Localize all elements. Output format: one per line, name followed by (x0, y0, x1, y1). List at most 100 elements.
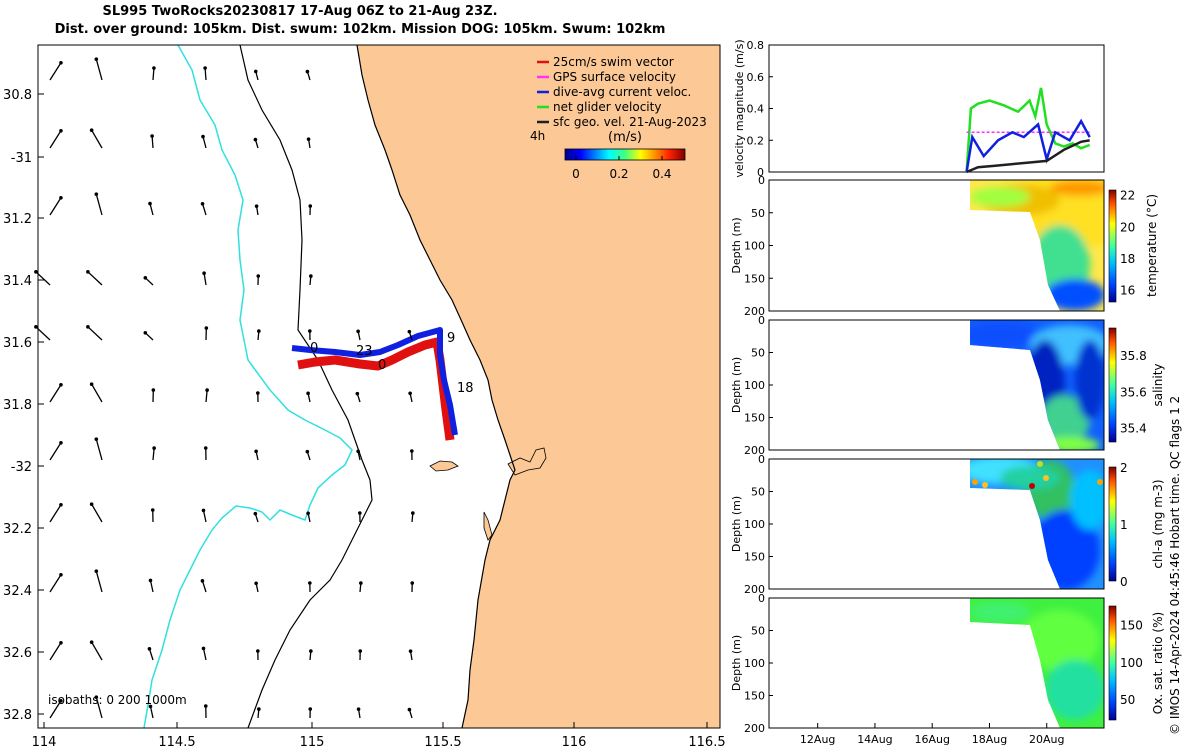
velocity-arrow-head (308, 329, 312, 333)
velocity-arrow (148, 648, 154, 661)
track-time-label: 0 (310, 341, 318, 356)
velocity-arrow-head (203, 66, 207, 70)
velocity-arrow-head (309, 274, 313, 278)
glider-track-blue (291, 327, 458, 436)
velocity-arrow-head (408, 391, 412, 396)
heatmap-patch (970, 187, 1030, 207)
velocity-arrow (203, 273, 207, 286)
depth-tick-label: 100 (744, 379, 765, 392)
velocity-arrow-head (254, 449, 258, 454)
depth-tick-label: 100 (744, 518, 765, 531)
velocity-arrow (95, 59, 103, 81)
velocity-arrow-head (59, 698, 63, 703)
velocity-arrow (151, 136, 154, 149)
lat-tick-label: 31.6 (3, 336, 32, 351)
depth-tick-label: 200 (744, 305, 765, 318)
depth-ylabel: Depth (m) (730, 496, 743, 552)
chl-hotspot (1029, 483, 1035, 489)
velocity-series-line (966, 139, 1090, 174)
rottnest-island (429, 460, 459, 472)
velocity-arrow-head (59, 60, 63, 65)
velocity-arrow-head (253, 511, 258, 516)
velocity-arrow-head (59, 502, 63, 507)
colorbar-tick-label: 50 (1120, 693, 1135, 707)
isobaths-label: isobaths: 0 200 1000m (48, 693, 187, 707)
lat-tick-label: -32 (11, 460, 32, 475)
velocity-arrow-head (356, 707, 361, 711)
colorbar-tick-label: 22 (1120, 189, 1135, 203)
velocity-arrow-head (94, 569, 99, 573)
depth-tick-label: 200 (744, 583, 765, 596)
velocity-arrow-head (256, 274, 261, 278)
colorbar-chl-a (1108, 466, 1117, 582)
velocity-arrow (49, 130, 62, 149)
heatmap-patch (1000, 466, 1060, 490)
depth-tick-label: 150 (744, 272, 765, 285)
depth-tick-label: 50 (751, 347, 765, 360)
track-time-label: 23 (356, 344, 373, 359)
isobath-1000m (143, 45, 353, 728)
depth-tick-label: 100 (744, 657, 765, 670)
colorbar-tick-label: 20 (1120, 220, 1135, 234)
lon-tick-label: 116.5 (688, 735, 725, 750)
velocity-arrow-head (148, 578, 153, 583)
velocity-arrow-head (254, 204, 259, 208)
velocity-arrow-head (410, 581, 415, 585)
velocity-arrow-head (410, 449, 414, 453)
lat-tick-label: 32.2 (3, 522, 32, 537)
heatmap-patch (1045, 279, 1104, 311)
velocity-arrow-head (309, 649, 313, 653)
lat-tick-label: 32.8 (3, 708, 32, 723)
colorbar-tick-label: 150 (1120, 619, 1143, 633)
velocity-arrow-head (305, 69, 310, 74)
lon-tick-label: 114.5 (158, 735, 195, 750)
velocity-arrow (49, 574, 62, 593)
colorbar-temperature (1108, 189, 1117, 303)
velocity-arrow-head (308, 581, 312, 585)
heatmap-patch (1075, 340, 1104, 420)
velocity-arrow-head (253, 137, 258, 142)
colorbar-tick-label: 2 (1120, 461, 1128, 475)
velocity-arrow-head (358, 649, 363, 653)
velocity-arrow-head (205, 388, 209, 392)
title-line-1: SL995 TwoRocks20230817 17-Aug 06Z to 21-… (102, 4, 498, 19)
colorbar-label: temperature (°C) (1145, 194, 1159, 297)
land-area (357, 45, 720, 728)
velocity-arrow-head (143, 331, 148, 335)
lat-tick-label: 31.4 (3, 274, 32, 289)
velocity-ytick-label: 0.2 (747, 134, 765, 147)
heatmap-patch (970, 321, 1040, 349)
legend-label: GPS surface velocity (553, 70, 676, 84)
velocity-arrow-head (152, 446, 156, 450)
velocity-arrow (91, 129, 103, 149)
velocity-arrow (49, 62, 62, 81)
lat-tick-label: -31 (11, 151, 32, 166)
velocity-arrow-head (359, 581, 363, 585)
velocity-ylabel: velocity magnitude (m/s) (733, 39, 746, 177)
velocity-arrow-head (358, 511, 362, 515)
velocity-arrow-head (59, 382, 63, 387)
colorbar-tick-label: 18 (1120, 252, 1135, 266)
velocity-arrow-head (59, 440, 63, 445)
depth-tick-label: 150 (744, 551, 765, 564)
velocity-arrow (202, 136, 207, 149)
legend-label: net glider velocity (553, 100, 661, 114)
colorbar-salinity (1108, 327, 1117, 443)
depth-tick-label: 0 (758, 174, 765, 187)
track-time-label: 0 (378, 358, 386, 373)
colorbar-oxygen (1108, 605, 1117, 721)
velocity-arrow (91, 641, 103, 661)
colorbar-tick-label: 1 (1120, 518, 1128, 532)
velocity-arrow (205, 390, 208, 403)
velocity-arrow-head (94, 695, 99, 699)
velocity-arrow-head (200, 202, 205, 206)
chl-hotspot (1037, 461, 1043, 467)
velocity-panel-frame (768, 44, 1105, 173)
velocity-ytick-label: 0.4 (747, 103, 765, 116)
velocity-arrow-head (305, 449, 310, 454)
colorbar-tick-label: 0.4 (652, 167, 671, 181)
time-tick-label: 18Aug (972, 733, 1007, 746)
colorbar-label: salinity (1151, 363, 1165, 406)
velocity-arrow-head (86, 325, 90, 329)
velocity-arrow-head (34, 325, 38, 329)
